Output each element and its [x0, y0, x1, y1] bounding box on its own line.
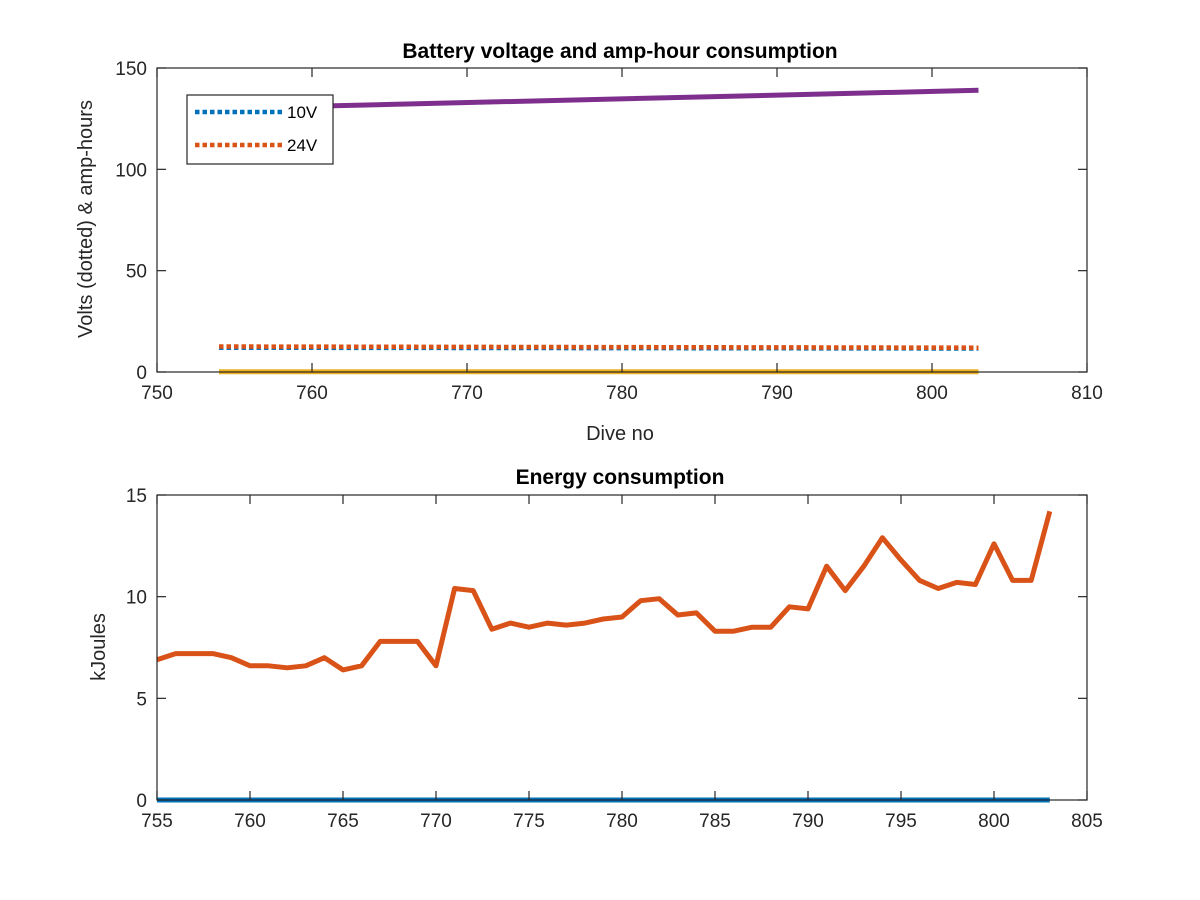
y-axis-label: Volts (dotted) & amp-hours — [75, 100, 97, 338]
series-line-1 — [156, 510, 1053, 673]
energy-consumption-chart: 755 760 765 770 775 780 785 790 795 800 805051015 … — [88, 466, 1103, 832]
chart-title: Battery voltage and amp-hour consumption — [402, 40, 837, 63]
chart-title: Energy consumption — [516, 466, 725, 489]
x-tick-label-800: 800 — [916, 383, 948, 404]
x-tick-label-780: 780 — [606, 383, 638, 404]
x-tick-label-770: 770 — [420, 811, 452, 832]
voltage-amp-hour-chart: 750 760 770 780 790 800 810 0 50 100 150 Battery v… — [75, 40, 1103, 445]
y-tick-label-150: 150 — [115, 59, 147, 80]
y-tick-label-15: 15 — [126, 486, 147, 507]
y-tick-label-50: 50 — [126, 262, 147, 283]
energy-consumption-axes: 755 760 765 770 775 780 785 790 795 800 805 0 5 10 15 — [126, 486, 1103, 832]
x-tick-label-790: 790 — [792, 811, 824, 832]
x-tick-label-765: 765 — [327, 811, 359, 832]
legend-label-10v: 10V — [287, 103, 318, 122]
legend: 10V 24V — [186, 94, 334, 165]
y-axis-label: kJoules — [88, 613, 110, 681]
x-tick-label-795: 795 — [885, 811, 917, 832]
x-tick-label-775: 775 — [513, 811, 545, 832]
y-tick-label-5: 5 — [136, 689, 147, 710]
x-tick-label-755: 755 — [141, 811, 173, 832]
x-tick-label-785: 785 — [699, 811, 731, 832]
legend-label-24v: 24V — [287, 136, 318, 155]
x-tick-label-810: 810 — [1071, 383, 1103, 404]
y-tick-label-100: 100 — [115, 160, 147, 181]
x-tick-label-760: 760 — [296, 383, 328, 404]
x-tick-label-790: 790 — [761, 383, 793, 404]
x-tick-label-780: 780 — [606, 811, 638, 832]
y-tick-label-10: 10 — [126, 588, 147, 609]
x-tick-label-770: 770 — [451, 383, 483, 404]
x-axis-label: Dive no — [586, 423, 654, 445]
x-tick-label-750: 750 — [141, 383, 173, 404]
x-tick-label-760: 760 — [234, 811, 266, 832]
series-line-24v — [218, 344, 979, 350]
legend-box — [186, 94, 334, 165]
series-line-4 — [218, 87, 979, 111]
y-tick-label-0: 0 — [136, 791, 147, 812]
x-tick-label-805: 805 — [1071, 811, 1103, 832]
y-tick-label-0: 0 — [136, 363, 147, 384]
voltage-amp-hour-axes: 750 760 770 780 790 800 810 0 50 100 150 — [115, 59, 1103, 404]
x-tick-label-800: 800 — [978, 811, 1010, 832]
